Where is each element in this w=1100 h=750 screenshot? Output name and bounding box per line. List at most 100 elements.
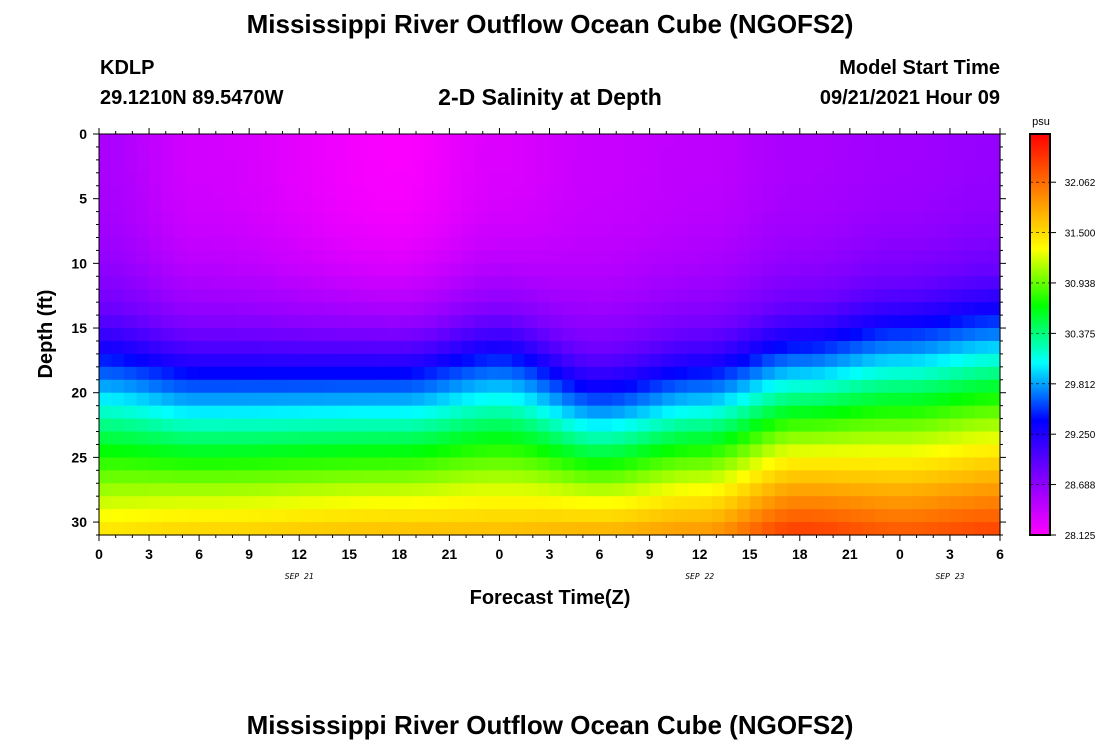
heatmap-cell [699, 457, 713, 471]
heatmap-cell [524, 237, 538, 252]
heatmap-cell [424, 405, 438, 420]
heatmap-cell [712, 353, 726, 368]
heatmap-cell [612, 353, 626, 368]
heatmap-cell [887, 328, 901, 342]
heatmap-cell [461, 392, 476, 407]
heatmap-cell [637, 224, 651, 239]
heatmap-cell [562, 431, 576, 446]
heatmap-cell [399, 159, 413, 174]
heatmap-cell [124, 340, 138, 355]
heatmap-cell [849, 340, 863, 355]
heatmap-cell [649, 315, 663, 329]
heatmap-cell [474, 366, 488, 381]
heatmap-cell [599, 172, 613, 187]
heatmap-cell [674, 418, 688, 433]
heatmap-cell [599, 496, 613, 510]
heatmap-cell [687, 470, 701, 484]
heatmap-cell [974, 134, 989, 148]
heatmap-cell [311, 496, 325, 510]
heatmap-cell [762, 496, 776, 510]
heatmap-cell [937, 237, 951, 252]
heatmap-cell [311, 134, 325, 148]
heatmap-cell [424, 509, 438, 523]
heatmap-cell [787, 431, 801, 446]
heatmap-cell [274, 211, 288, 226]
heatmap-cell [962, 470, 976, 484]
heatmap-cell [486, 211, 501, 226]
heatmap-cell [799, 134, 813, 148]
heatmap-cell [737, 340, 751, 355]
heatmap-cell [474, 146, 488, 161]
heatmap-cell [199, 315, 213, 329]
heatmap-cell [249, 483, 263, 497]
heatmap-cell [937, 146, 951, 161]
heatmap-cell [161, 315, 175, 329]
heatmap-cell [899, 250, 913, 264]
heatmap-cell [324, 250, 338, 264]
heatmap-cell [662, 366, 676, 381]
heatmap-cell [186, 418, 200, 433]
heatmap-cell [536, 250, 551, 264]
heatmap-cell [161, 224, 175, 239]
heatmap-cell [186, 509, 200, 523]
heatmap-cell [774, 457, 788, 471]
heatmap-cell [161, 405, 175, 420]
station-id: KDLP [100, 57, 155, 79]
heatmap-cell [99, 431, 113, 446]
heatmap-cell [724, 159, 738, 174]
heatmap-cell [174, 509, 188, 523]
heatmap-cell [762, 444, 776, 458]
heatmap-cell [649, 302, 663, 316]
heatmap-cell [449, 224, 463, 239]
heatmap-cell [449, 340, 463, 355]
heatmap-cell [511, 211, 526, 226]
heatmap-cell [161, 185, 175, 200]
heatmap-cell [124, 302, 138, 316]
heatmap-cell [674, 431, 688, 446]
heatmap-cell [674, 198, 688, 213]
heatmap-cell [624, 470, 638, 484]
heatmap-cell [699, 237, 713, 252]
heatmap-cell [737, 470, 751, 484]
heatmap-cell [286, 496, 300, 510]
heatmap-cell [837, 496, 851, 510]
heatmap-cell [974, 159, 989, 174]
heatmap-cell [899, 328, 913, 342]
heatmap-cell [424, 418, 438, 433]
heatmap-cell [99, 470, 113, 484]
heatmap-cell [336, 224, 350, 239]
heatmap-cell [486, 237, 501, 252]
heatmap-cell [199, 198, 213, 213]
heatmap-cell [874, 392, 888, 407]
heatmap-cell [461, 237, 476, 252]
heatmap-cell [149, 185, 163, 200]
heatmap-cell [849, 146, 863, 161]
heatmap-cell [862, 159, 876, 174]
heatmap-cell [662, 315, 676, 329]
heatmap-cell [949, 522, 964, 536]
heatmap-cell [249, 418, 263, 433]
heatmap-cell [174, 289, 188, 303]
heatmap-cell [449, 185, 463, 200]
heatmap-cell [336, 250, 350, 264]
heatmap-cell [612, 431, 626, 446]
heatmap-cell [211, 250, 225, 264]
heatmap-cell [286, 302, 300, 316]
heatmap-cell [699, 405, 713, 420]
heatmap-cell [474, 509, 488, 523]
heatmap-cell [862, 328, 876, 342]
heatmap-cell [687, 328, 701, 342]
heatmap-cell [224, 405, 238, 420]
heatmap-cell [386, 198, 400, 213]
heatmap-cell [211, 237, 225, 252]
heatmap-cell [549, 392, 563, 407]
heatmap-cell [699, 211, 713, 226]
heatmap-cell [99, 159, 113, 174]
heatmap-cell [324, 237, 338, 252]
heatmap-cell [199, 146, 213, 161]
heatmap-cell [511, 444, 526, 458]
heatmap-cell [762, 405, 776, 420]
heatmap-cell [249, 134, 263, 148]
x-tick-label: 6 [996, 546, 1004, 562]
heatmap-cell [899, 263, 913, 277]
